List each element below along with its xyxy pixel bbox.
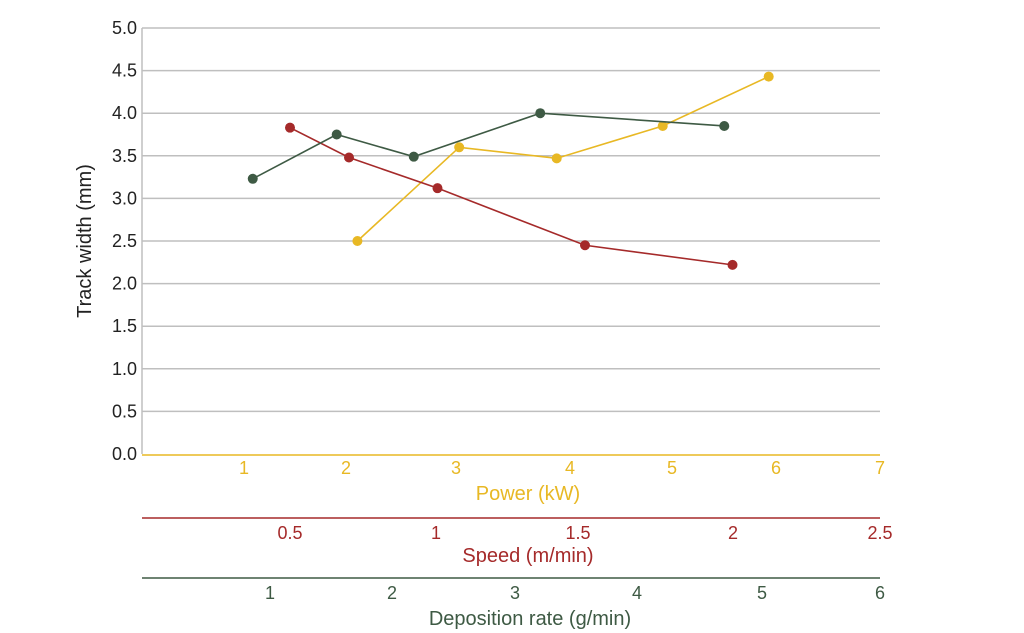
x-axis-title: Power (kW) <box>476 483 580 505</box>
data-point <box>432 183 443 194</box>
x-tick-label: 2.5 <box>867 523 892 543</box>
grid-lines <box>142 27 880 413</box>
data-point <box>247 173 258 184</box>
data-point <box>535 108 546 119</box>
y-axis-ticks: 0.0 0.5 1.0 1.5 2.0 2.5 3.0 3.5 4.0 4.5 5.0 <box>112 18 137 464</box>
data-point <box>763 71 774 82</box>
x-tick-label: 4 <box>632 583 642 603</box>
x-tick-label: 2 <box>728 523 738 543</box>
data-point <box>727 259 738 270</box>
y-tick-label: 0.0 <box>112 444 137 464</box>
x-tick-label: 0.5 <box>277 523 302 543</box>
x-axis-deposition: 1 2 3 4 5 6 Deposition rate (g/min) <box>142 577 885 630</box>
data-point <box>719 120 730 131</box>
x-tick-label: 2 <box>387 583 397 603</box>
y-tick-label: 4.0 <box>112 103 137 123</box>
data-series <box>247 71 774 270</box>
x-tick-label: 1.5 <box>565 523 590 543</box>
y-tick-label: 3.5 <box>112 146 137 166</box>
x-tick-label: 3 <box>451 458 461 478</box>
data-point <box>551 153 562 164</box>
y-tick-label: 4.5 <box>112 61 137 81</box>
x-axis-power: 1 2 3 4 5 6 7 Power (kW) <box>142 454 885 505</box>
x-tick-label: 4 <box>565 458 575 478</box>
y-axis-label: Track width (mm) <box>74 164 96 318</box>
y-tick-label: 1.0 <box>112 359 137 379</box>
data-point <box>285 122 295 133</box>
y-tick-label: 2.5 <box>112 231 137 251</box>
data-point <box>352 236 363 246</box>
x-tick-label: 1 <box>239 458 249 478</box>
x-tick-label: 5 <box>757 583 767 603</box>
x-axes: 1 2 3 4 5 6 7 Power (kW) 0.5 1 1.5 2 2.5 Speed (m/min… <box>142 454 893 630</box>
series-line <box>356 75 770 242</box>
y-tick-label: 1.5 <box>112 316 137 336</box>
x-tick-label: 7 <box>875 458 885 478</box>
y-tick-label: 0.5 <box>112 401 137 421</box>
data-point <box>408 151 419 162</box>
x-tick-label: 1 <box>431 523 441 543</box>
x-axis-speed: 0.5 1 1.5 2 2.5 Speed (m/min) <box>142 517 893 567</box>
series-deposition <box>247 108 730 184</box>
x-axis-title: Deposition rate (g/min) <box>429 608 631 630</box>
data-point <box>580 240 590 251</box>
series-power <box>352 71 774 246</box>
data-point <box>344 152 354 163</box>
x-tick-label: 6 <box>771 458 781 478</box>
x-tick-label: 3 <box>510 583 520 603</box>
x-tick-label: 5 <box>667 458 677 478</box>
series-speed <box>285 122 738 270</box>
x-axis-title: Speed (m/min) <box>462 545 593 567</box>
data-point <box>331 129 342 140</box>
y-tick-label: 2.0 <box>112 274 137 294</box>
y-tick-label: 5.0 <box>112 18 137 38</box>
data-point <box>657 120 668 131</box>
x-tick-label: 2 <box>341 458 351 478</box>
data-point <box>454 142 465 153</box>
x-tick-label: 6 <box>875 583 885 603</box>
series-line <box>252 112 725 180</box>
y-tick-label: 3.0 <box>112 188 137 208</box>
x-tick-label: 1 <box>265 583 275 603</box>
